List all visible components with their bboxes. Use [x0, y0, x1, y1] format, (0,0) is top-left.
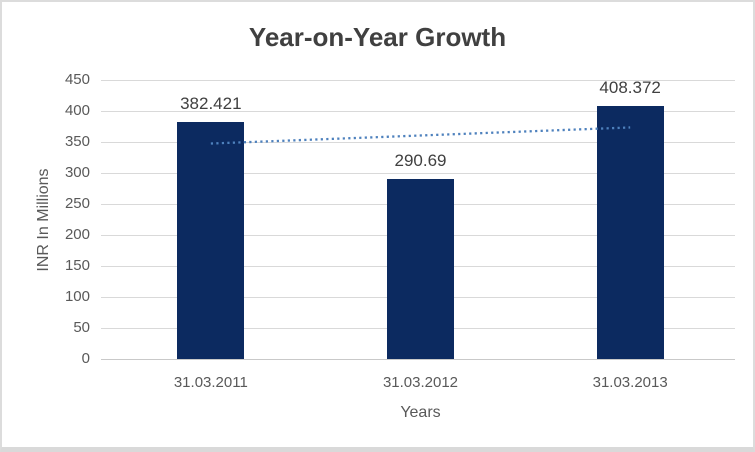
y-axis-tick-label: 350	[64, 133, 90, 150]
bar-31.03.2013	[596, 105, 664, 359]
y-axis-tick-label: 250	[64, 195, 90, 212]
trendline-path	[210, 126, 631, 145]
gridline	[101, 111, 735, 112]
gridline	[101, 80, 735, 81]
y-axis-tick-label: 100	[64, 288, 90, 305]
y-axis-tick-label: 200	[64, 226, 90, 243]
bar-data-label: 382.421	[180, 93, 242, 113]
x-axis-category-label: 31.03.2011	[173, 374, 248, 391]
bar-31.03.2012	[387, 178, 454, 359]
bar-data-label: 408.372	[599, 77, 661, 97]
x-axis-title: Years	[400, 404, 441, 421]
x-axis-category-label: 31.03.2012	[382, 374, 459, 391]
bar-data-label: 290.69	[394, 150, 447, 170]
x-axis-line	[101, 359, 735, 360]
plot-area: 382.421 290.69 408.372	[101, 77, 735, 360]
y-axis-tick-label: 450	[64, 71, 90, 88]
y-axis-tick-label: 400	[64, 102, 90, 119]
y-axis-tick-label: 300	[64, 164, 90, 181]
y-axis-tick-label: 50	[73, 319, 90, 336]
x-axis-category-label: 31.03.2013	[592, 374, 668, 391]
y-axis-tick-label: 0	[81, 350, 90, 367]
gridline	[101, 173, 735, 174]
chart-title: Year-on-Year Growth	[248, 22, 507, 52]
y-axis-tick-label: 150	[64, 257, 90, 274]
gridline	[101, 142, 735, 143]
bar-31.03.2011	[177, 121, 245, 359]
trendline	[210, 126, 631, 145]
